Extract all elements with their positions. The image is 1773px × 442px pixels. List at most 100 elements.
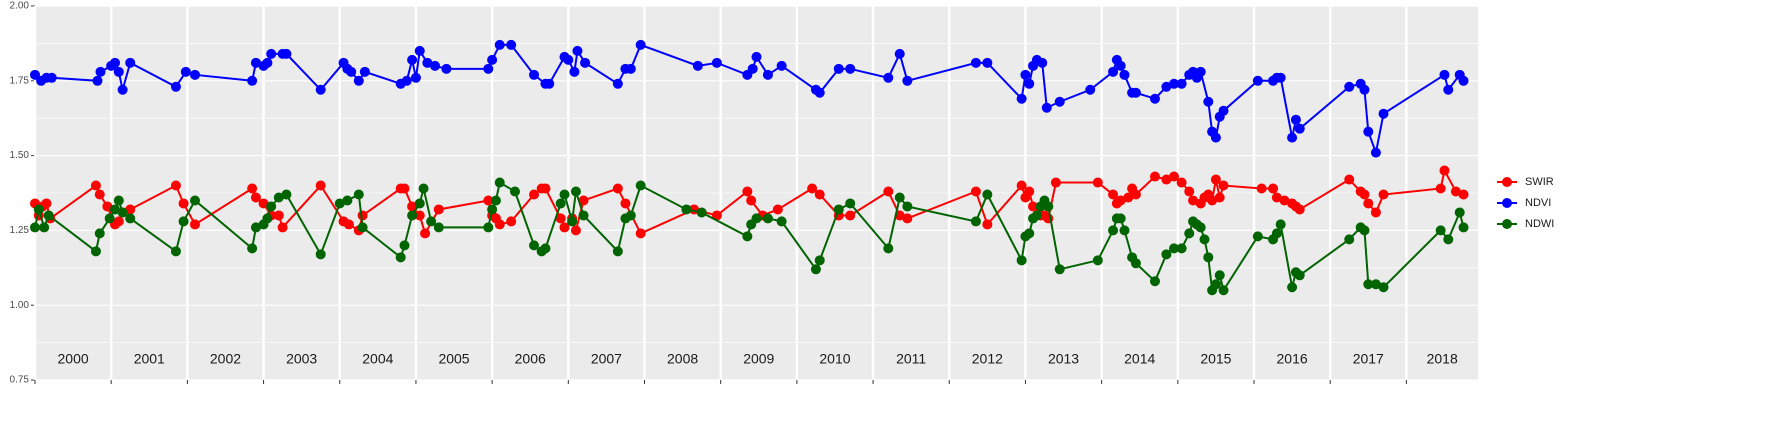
point <box>578 210 589 221</box>
point <box>1161 174 1172 185</box>
point <box>1115 60 1126 71</box>
point <box>845 210 856 221</box>
point <box>1344 234 1355 245</box>
point <box>125 213 136 224</box>
year-label: 2000 <box>58 351 89 367</box>
point <box>1359 225 1370 236</box>
point <box>1287 282 1298 293</box>
point <box>1275 219 1286 230</box>
point <box>1294 123 1305 134</box>
point <box>102 201 113 212</box>
point <box>1218 285 1229 296</box>
point <box>315 84 326 95</box>
point <box>1195 222 1206 233</box>
point <box>1290 114 1301 125</box>
point <box>1085 84 1096 95</box>
point <box>814 255 825 266</box>
series-line <box>34 43 1465 157</box>
point <box>429 60 440 71</box>
point <box>433 204 444 215</box>
point <box>555 213 566 224</box>
point <box>43 210 54 221</box>
point <box>117 207 128 218</box>
point <box>414 210 425 221</box>
point <box>742 231 753 242</box>
point <box>559 189 570 200</box>
year-label: 2018 <box>1427 351 1458 367</box>
point <box>711 57 722 68</box>
point <box>776 60 787 71</box>
point <box>509 186 520 197</box>
point <box>570 186 581 197</box>
point <box>1054 96 1065 107</box>
point <box>1287 132 1298 143</box>
point <box>970 186 981 197</box>
point <box>95 66 106 77</box>
point <box>483 222 494 233</box>
point <box>1161 249 1172 260</box>
point <box>1115 213 1126 224</box>
point <box>1092 177 1103 188</box>
point <box>1252 75 1263 86</box>
point <box>1176 243 1187 254</box>
point <box>635 228 646 239</box>
point <box>125 57 136 68</box>
point <box>1043 201 1054 212</box>
year-label: 2004 <box>362 351 393 367</box>
year-label: 2002 <box>210 351 241 367</box>
point <box>342 195 353 206</box>
point <box>1149 93 1160 104</box>
point <box>681 204 692 215</box>
point <box>1454 207 1465 218</box>
point <box>742 186 753 197</box>
point <box>250 57 261 68</box>
point <box>1130 258 1141 269</box>
point <box>982 57 993 68</box>
legend-label: NDVI <box>1525 197 1551 209</box>
point <box>273 210 284 221</box>
year-label: 2007 <box>591 351 622 367</box>
point <box>189 219 200 230</box>
point <box>1363 198 1374 209</box>
point <box>751 213 762 224</box>
point <box>1108 189 1119 200</box>
point <box>1439 69 1450 80</box>
point <box>407 54 418 65</box>
year-label: 2008 <box>667 351 698 367</box>
point <box>1279 195 1290 206</box>
point <box>277 222 288 233</box>
point <box>433 222 444 233</box>
point <box>109 204 120 215</box>
point <box>420 228 431 239</box>
point <box>1450 186 1461 197</box>
point <box>33 204 44 215</box>
point <box>407 201 418 212</box>
point <box>1199 234 1210 245</box>
point <box>262 213 273 224</box>
point <box>540 243 551 254</box>
point <box>833 63 844 74</box>
point <box>189 69 200 80</box>
point <box>1024 186 1035 197</box>
point <box>266 201 277 212</box>
point <box>343 219 354 230</box>
year-label: 2015 <box>1200 351 1231 367</box>
point <box>555 198 566 209</box>
point <box>281 48 292 59</box>
point <box>814 189 825 200</box>
point <box>113 66 124 77</box>
point <box>970 216 981 227</box>
y-tick-label: 1.50 <box>10 150 30 161</box>
point <box>1130 87 1141 98</box>
point <box>1218 105 1229 116</box>
point <box>46 72 57 83</box>
point <box>625 63 636 74</box>
point <box>1119 225 1130 236</box>
point <box>544 78 555 89</box>
point <box>1458 222 1469 233</box>
point <box>1294 204 1305 215</box>
point <box>483 195 494 206</box>
legend-label: SWIR <box>1525 176 1554 188</box>
point <box>94 189 105 200</box>
point <box>1256 183 1267 194</box>
